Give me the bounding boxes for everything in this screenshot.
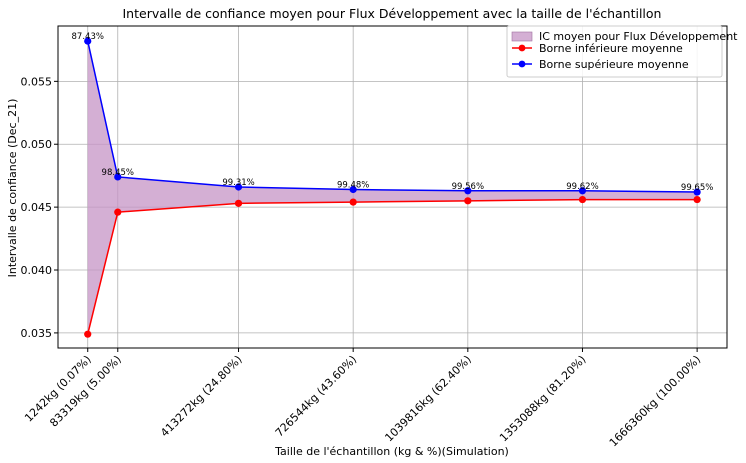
upper-bound-point xyxy=(464,187,472,195)
y-tick-label: 0.050 xyxy=(21,138,53,151)
x-tick-label: 413272kg (24.80%) xyxy=(158,353,245,440)
x-tick-label: 726544kg (43.60%) xyxy=(273,353,360,440)
legend-marker-swatch xyxy=(518,60,526,68)
plot-frame xyxy=(57,25,728,349)
confidence-band xyxy=(87,41,698,335)
lower-bound-point xyxy=(464,197,472,205)
point-label: 99.65% xyxy=(681,183,713,193)
point-label: 99.62% xyxy=(566,182,598,192)
point-label: 99.31% xyxy=(222,178,254,188)
legend-marker-swatch xyxy=(518,44,526,52)
legend-label-series: Borne inférieure moyenne xyxy=(539,42,683,55)
x-tick-label: 1353088kg (81.20%) xyxy=(497,353,588,444)
lower-bound-point xyxy=(693,195,701,204)
y-tick-label: 0.040 xyxy=(21,264,53,277)
upper-bound-point xyxy=(349,185,357,194)
legend-fill-swatch xyxy=(511,31,533,42)
legend-label-series: Borne supérieure moyenne xyxy=(539,58,689,71)
lower-bound-point xyxy=(234,199,243,207)
chart-title: Intervalle de confiance moyen pour Flux … xyxy=(123,6,662,21)
upper-bound-point xyxy=(234,183,243,191)
legend-box xyxy=(506,25,723,78)
upper-bound-point xyxy=(84,37,92,45)
lower-bound-point xyxy=(349,198,357,206)
upper-bound-point xyxy=(693,188,701,196)
x-tick-label: 1039816kg (62.40%) xyxy=(382,353,473,444)
lower-bound-point xyxy=(578,195,587,204)
y-axis-title: Intervalle de confiance (Dec_21) xyxy=(6,99,19,278)
lower-bound-line xyxy=(87,198,698,335)
lower-bound-point xyxy=(84,330,92,338)
y-tick-label: 0.055 xyxy=(21,75,53,88)
x-axis-title: Taille de l'échantillon (kg & %)(Simulat… xyxy=(274,445,509,458)
upper-bound-point xyxy=(114,173,122,181)
x-tick-label: 1666360kg (100.00%) xyxy=(607,353,703,449)
y-tick-label: 0.045 xyxy=(21,201,53,214)
lower-bound-point xyxy=(114,208,122,216)
point-label: 98.45% xyxy=(102,168,134,178)
point-label: 99.56% xyxy=(452,182,484,192)
legend-label-fill: IC moyen pour Flux Développement xyxy=(539,30,738,43)
point-label: 99.48% xyxy=(337,181,369,191)
point-label: 87.43% xyxy=(72,32,104,42)
plot-area: 87.43% 98.45% 99.31% 99.48% 99.56% 99.62% 99.6… xyxy=(21,25,728,449)
upper-bound-point xyxy=(578,187,587,195)
y-tick-label: 0.035 xyxy=(21,327,53,340)
